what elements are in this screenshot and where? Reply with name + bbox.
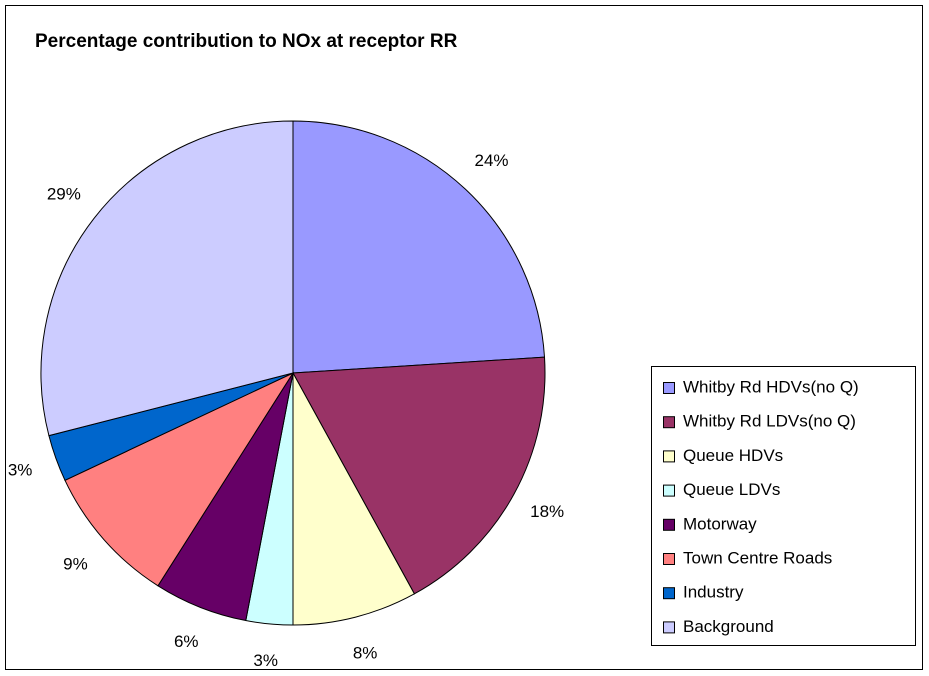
legend-swatch xyxy=(663,416,675,429)
legend-label: Background xyxy=(683,617,774,636)
data-label: 3% xyxy=(8,461,33,480)
legend-label: Whitby Rd LDVs(no Q) xyxy=(683,412,856,431)
legend-label: Whitby Rd HDVs(no Q) xyxy=(683,377,859,396)
legend-swatch xyxy=(663,518,675,531)
legend-label: Industry xyxy=(683,583,744,602)
pie-slice xyxy=(292,372,416,626)
legend-label: Motorway xyxy=(683,514,757,533)
pie-slice xyxy=(64,371,295,587)
data-label: 24% xyxy=(475,151,509,170)
legend-swatch xyxy=(663,450,675,463)
legend-swatch xyxy=(663,484,675,497)
data-label: 6% xyxy=(174,632,199,651)
pie-slice xyxy=(40,120,294,437)
legend-swatch xyxy=(663,587,675,600)
legend-swatch xyxy=(663,621,675,634)
data-label: 9% xyxy=(63,554,88,573)
pie-slice xyxy=(292,120,546,374)
data-label: 18% xyxy=(530,502,564,521)
data-label: 8% xyxy=(353,643,378,662)
chart-title: Percentage contribution to NOx at recept… xyxy=(35,31,458,52)
legend-swatch xyxy=(663,553,675,565)
legend-box xyxy=(651,366,916,646)
legend-label: Town Centre Roads xyxy=(683,548,832,567)
data-label: 3% xyxy=(253,651,278,670)
legend-label: Queue HDVs xyxy=(683,446,783,465)
pie-slice xyxy=(292,356,546,595)
data-label: 29% xyxy=(47,185,81,204)
legend-swatch xyxy=(663,382,675,394)
legend-label: Queue LDVs xyxy=(683,480,780,499)
